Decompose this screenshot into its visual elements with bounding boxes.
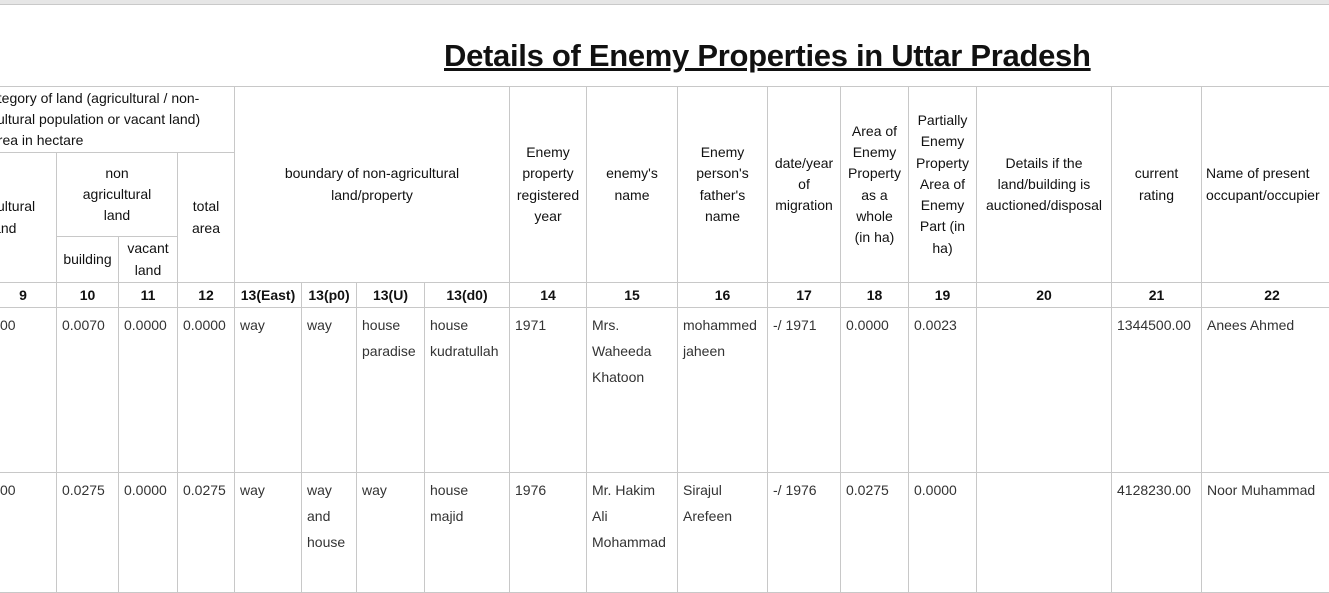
header-enemy-name: enemy's name — [587, 86, 678, 283]
table-row-1-cell-year: 1971 — [510, 308, 587, 473]
column-number-13: 18 — [841, 283, 909, 308]
table-row-2-cell-agri: 00 — [0, 473, 57, 593]
header-father-name: Enemy person's father's name — [678, 86, 768, 283]
column-number-7: 13(U) — [357, 283, 425, 308]
header-migration: date/year of migration — [768, 86, 841, 283]
column-number-5: 13(East) — [235, 283, 302, 308]
table-row-1-cell-u: house paradise — [357, 308, 425, 473]
table-row-1-cell-partial: 0.0023 — [909, 308, 977, 473]
table-row-1-cell-building: 0.0070 — [57, 308, 119, 473]
column-number-6: 13(p0) — [302, 283, 357, 308]
table-row-1-cell-p0: way — [302, 308, 357, 473]
column-number-8: 13(d0) — [425, 283, 510, 308]
table-row-1-cell-total: 0.0000 — [178, 308, 235, 473]
table-row-2-cell-area: 0.0275 — [841, 473, 909, 593]
table-row-2-cell-vacant: 0.0000 — [119, 473, 178, 593]
column-number-17: 22 — [1202, 283, 1329, 308]
table-row-2-cell-auction — [977, 473, 1112, 593]
column-number-11: 16 — [678, 283, 768, 308]
header-area-whole: Area of Enemy Property as a whole (in ha) — [841, 86, 909, 283]
table-row-2-cell-p0: way and house — [302, 473, 357, 593]
table-row-2-cell-east: way — [235, 473, 302, 593]
table-row-2-cell-total: 0.0275 — [178, 473, 235, 593]
column-number-4: 12 — [178, 283, 235, 308]
table-row-1-cell-rating: 1344500.00 — [1112, 308, 1202, 473]
table-row-1-cell-agri: 00 — [0, 308, 57, 473]
table-row-1-cell-father: mohammed jaheen — [678, 308, 768, 473]
table-row-1-cell-occupant: Anees Ahmed — [1202, 308, 1329, 473]
header-vacant-land: vacant land — [119, 237, 178, 283]
table-row-2-cell-year: 1976 — [510, 473, 587, 593]
header-total-area: total area — [178, 153, 235, 283]
table-row-1-cell-vacant: 0.0000 — [119, 308, 178, 473]
column-number-10: 15 — [587, 283, 678, 308]
table-row-1-cell-auction — [977, 308, 1112, 473]
table-row-2-cell-d0: house majid — [425, 473, 510, 593]
header-boundary: boundary of non-agricultural land/propert… — [235, 86, 510, 283]
header-auction: Details if the land/building is auctioned/… — [977, 86, 1112, 283]
table-row-2-cell-u: way — [357, 473, 425, 593]
table-row-2-cell-rating: 4128230.00 — [1112, 473, 1202, 593]
header-present-occupant: Name of present occupant/occupier — [1202, 86, 1329, 283]
table-row-2-cell-partial: 0.0000 — [909, 473, 977, 593]
column-number-1: 9 — [0, 283, 57, 308]
table-row-1-cell-migration: -/ 1971 — [768, 308, 841, 473]
header-category-of-land: ategory of land (agricultural / non-cult… — [0, 86, 235, 153]
header-current-rating: current rating — [1112, 86, 1202, 283]
column-number-3: 11 — [119, 283, 178, 308]
column-number-16: 21 — [1112, 283, 1202, 308]
column-number-9: 14 — [510, 283, 587, 308]
table-row-2-cell-father: Sirajul Arefeen — [678, 473, 768, 593]
column-number-15: 20 — [977, 283, 1112, 308]
header-building: building — [57, 237, 119, 283]
table-row-2-cell-occupant: Noor Muhammad — [1202, 473, 1329, 593]
table-row-1-cell-d0: house kudratullah — [425, 308, 510, 473]
header-partial-area: Partially Enemy Property Area of Enemy Part (… — [909, 86, 977, 283]
table-row-2-cell-building: 0.0275 — [57, 473, 119, 593]
table-row-2-cell-migration: -/ 1976 — [768, 473, 841, 593]
table-row-1-cell-enemy: Mrs. Waheeda Khatoon — [587, 308, 678, 473]
page-title: Details of Enemy Properties in Uttar Pra… — [444, 38, 1091, 73]
window-top-edge — [0, 0, 1329, 5]
header-non-agricultural-land: non agricultural land — [57, 153, 178, 237]
column-number-12: 17 — [768, 283, 841, 308]
column-number-2: 10 — [57, 283, 119, 308]
table-row-1-cell-east: way — [235, 308, 302, 473]
column-number-14: 19 — [909, 283, 977, 308]
table-row-1-cell-area: 0.0000 — [841, 308, 909, 473]
header-registered-year: Enemy property registered year — [510, 86, 587, 283]
table-row-2-cell-enemy: Mr. Hakim Ali Mohammad — [587, 473, 678, 593]
